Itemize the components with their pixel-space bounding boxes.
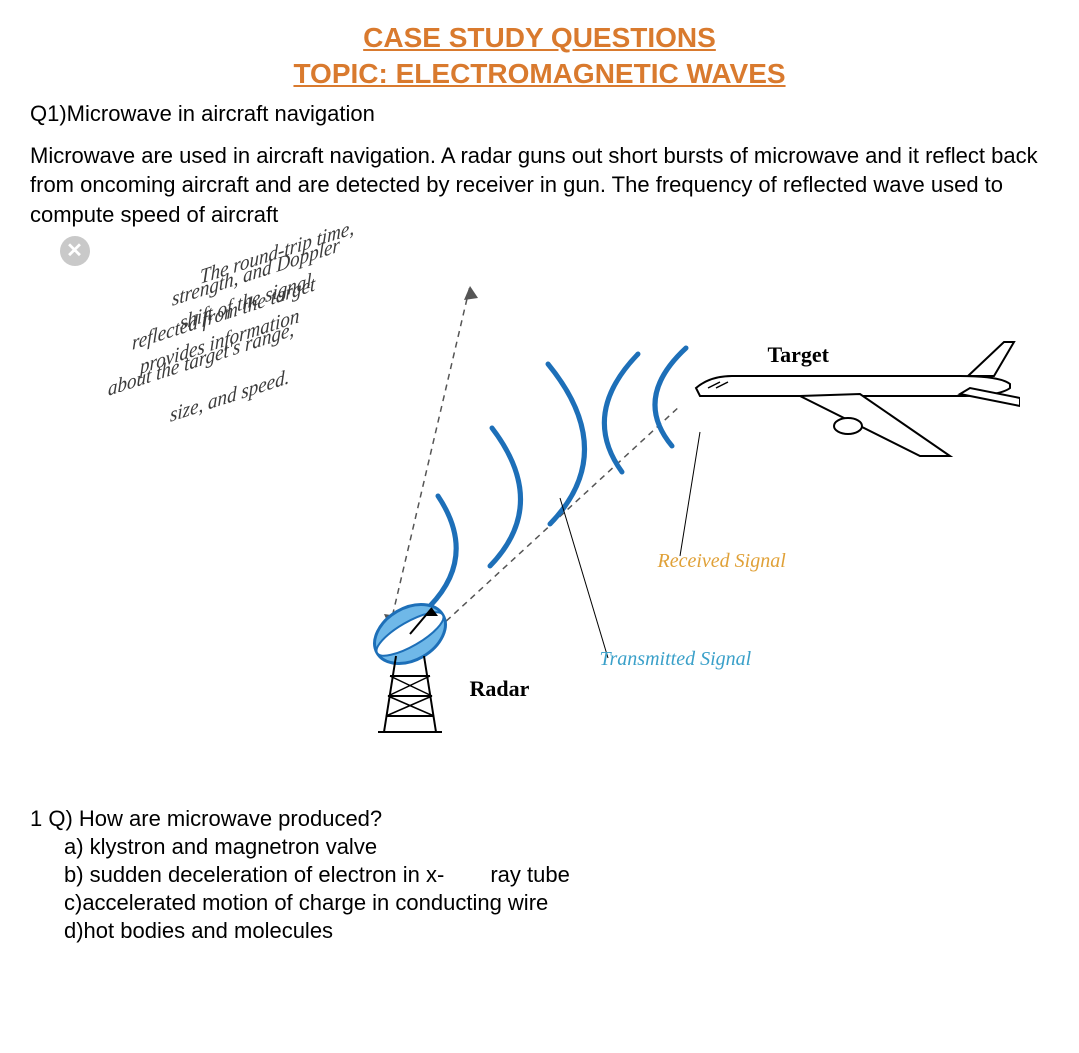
- title-line-2: TOPIC: ELECTROMAGNETIC WAVES: [30, 56, 1049, 92]
- label-radar: Radar: [470, 676, 530, 702]
- radar-icon: [364, 592, 456, 732]
- option-a: a) klystron and magnetron valve: [64, 834, 1049, 860]
- q1-heading: Q1)Microwave in aircraft navigation: [30, 101, 1049, 127]
- title-block: CASE STUDY QUESTIONS TOPIC: ELECTROMAGNE…: [30, 20, 1049, 93]
- option-b: b) sudden deceleration of electron in x-…: [64, 862, 1049, 888]
- sub-q1-text: 1 Q) How are microwave produced?: [30, 806, 1049, 832]
- option-b-post: ray tube: [490, 862, 570, 887]
- q1-passage: Microwave are used in aircraft navigatio…: [30, 141, 1049, 230]
- title-line-1: CASE STUDY QUESTIONS: [30, 20, 1049, 56]
- label-transmitted: Transmitted Signal: [600, 648, 752, 671]
- label-received: Received Signal: [658, 550, 786, 573]
- sub-q1-options: a) klystron and magnetron valve b) sudde…: [30, 834, 1049, 944]
- option-c: c)accelerated motion of charge in conduc…: [64, 890, 1049, 916]
- label-target: Target: [768, 342, 830, 368]
- radar-diagram: ✕ The round-trip time, strength, and Dop…: [60, 236, 1020, 746]
- option-b-pre: b) sudden deceleration of electron in x-: [64, 862, 444, 887]
- option-d: d)hot bodies and molecules: [64, 918, 1049, 944]
- aircraft-icon: [696, 342, 1020, 456]
- diagram-svg: [60, 236, 1020, 746]
- sub-question-1: 1 Q) How are microwave produced? a) klys…: [30, 806, 1049, 944]
